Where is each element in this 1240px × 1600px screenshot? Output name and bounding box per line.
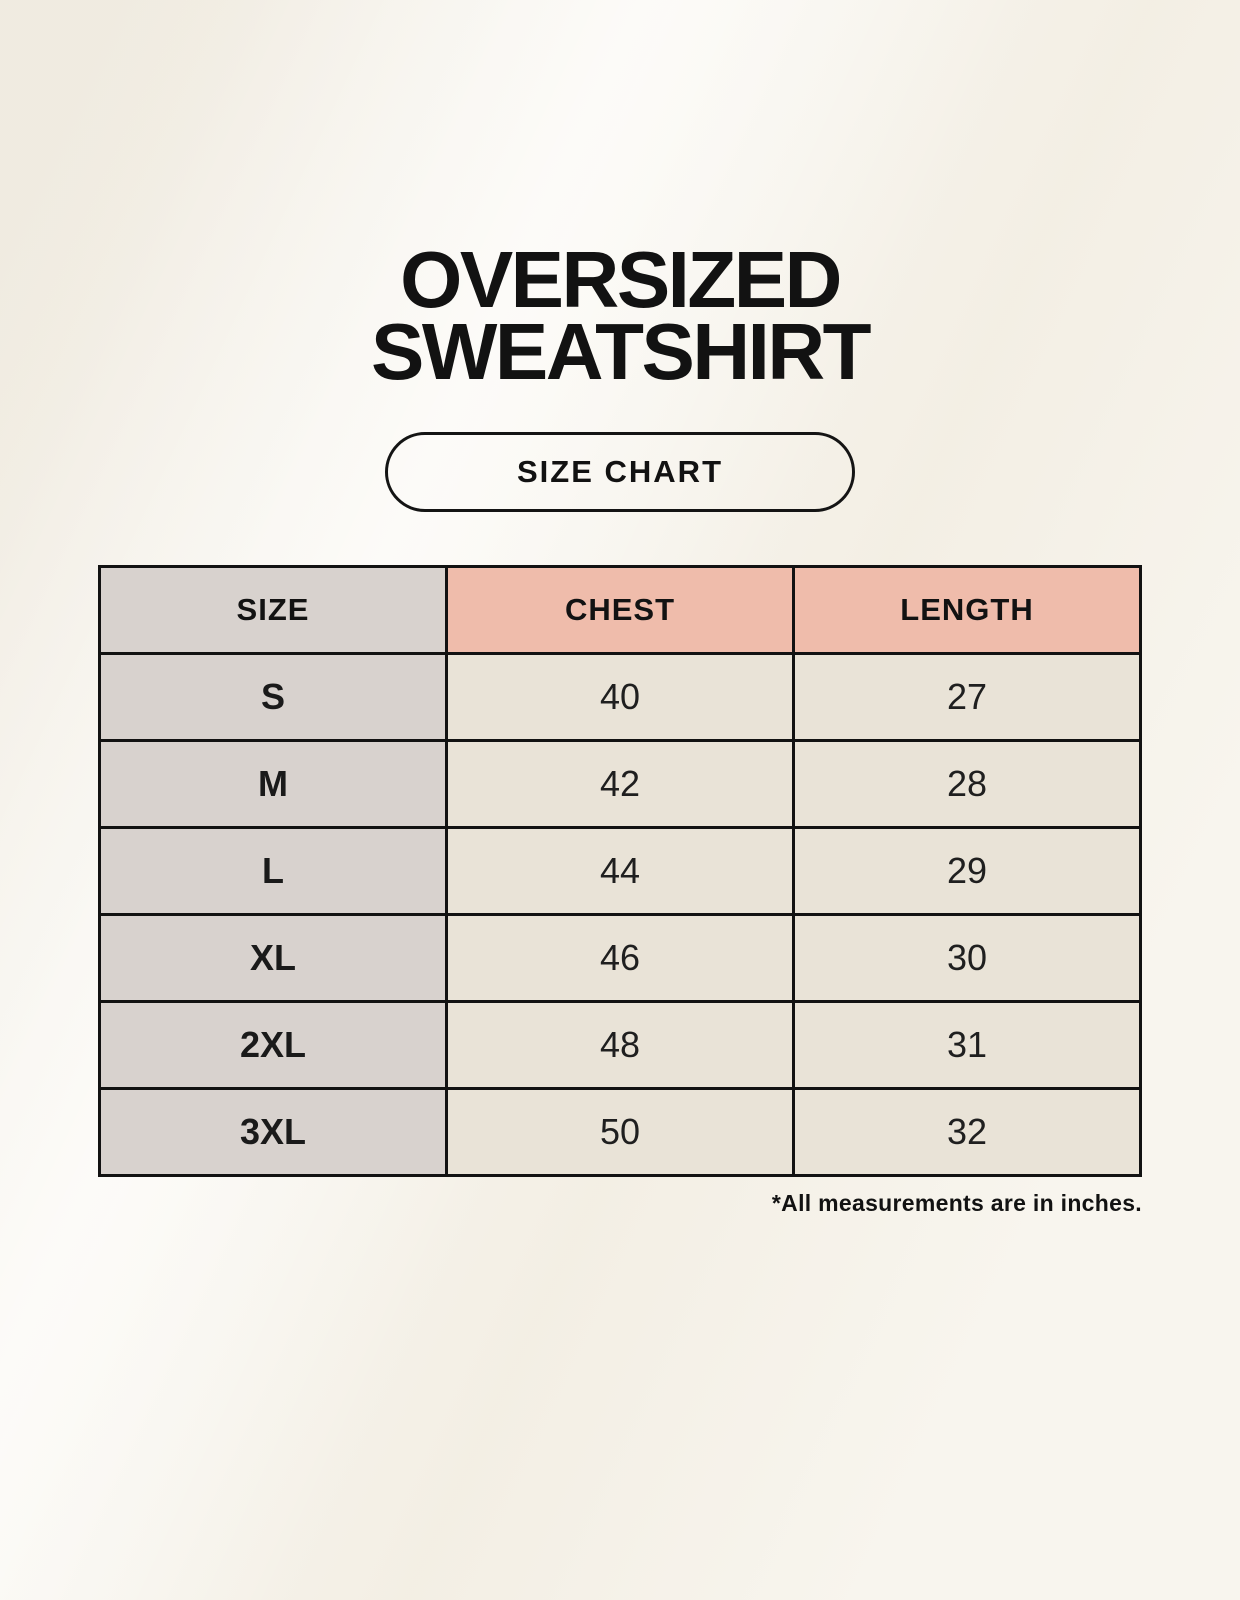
- header-cell-length: LENGTH: [792, 565, 1142, 655]
- chest-value-cell: 46: [445, 913, 795, 1003]
- size-chart-table: SIZE CHEST LENGTH S 40 27 M 42 28 L: [98, 565, 1142, 1177]
- table-row: L 44 29: [98, 826, 1142, 916]
- page-title-line2: SWEATSHIRT: [371, 307, 871, 396]
- size-cell: L: [98, 826, 448, 916]
- size-chart-table-container: SIZE CHEST LENGTH S 40 27 M 42 28 L: [98, 565, 1142, 1177]
- size-cell: 2XL: [98, 1000, 448, 1090]
- length-value-cell: 30: [792, 913, 1142, 1003]
- chest-value-cell: 44: [445, 826, 795, 916]
- chest-value-cell: 40: [445, 652, 795, 742]
- table-row: 2XL 48 31: [98, 1000, 1142, 1090]
- page-title-line1: OVERSIZED: [400, 235, 842, 324]
- table-row: 3XL 50 32: [98, 1087, 1142, 1177]
- length-value-cell: 31: [792, 1000, 1142, 1090]
- length-value-cell: 27: [792, 652, 1142, 742]
- size-chart-badge-label: SIZE CHART: [517, 454, 723, 489]
- size-cell: M: [98, 739, 448, 829]
- header-cell-size: SIZE: [98, 565, 448, 655]
- length-value-cell: 29: [792, 826, 1142, 916]
- chest-value-cell: 42: [445, 739, 795, 829]
- page-title: OVERSIZED SWEATSHIRT: [0, 0, 1240, 392]
- table-row: XL 46 30: [98, 913, 1142, 1003]
- length-value-cell: 28: [792, 739, 1142, 829]
- table-row: M 42 28: [98, 739, 1142, 829]
- length-value-cell: 32: [792, 1087, 1142, 1177]
- size-cell: 3XL: [98, 1087, 448, 1177]
- size-cell: S: [98, 652, 448, 742]
- header-cell-chest: CHEST: [445, 565, 795, 655]
- table-row: S 40 27: [98, 652, 1142, 742]
- size-chart-badge: SIZE CHART: [385, 432, 855, 512]
- header-row: SIZE CHEST LENGTH: [98, 565, 1142, 655]
- chest-value-cell: 48: [445, 1000, 795, 1090]
- measurements-footnote: *All measurements are in inches.: [771, 1190, 1142, 1216]
- size-cell: XL: [98, 913, 448, 1003]
- chest-value-cell: 50: [445, 1087, 795, 1177]
